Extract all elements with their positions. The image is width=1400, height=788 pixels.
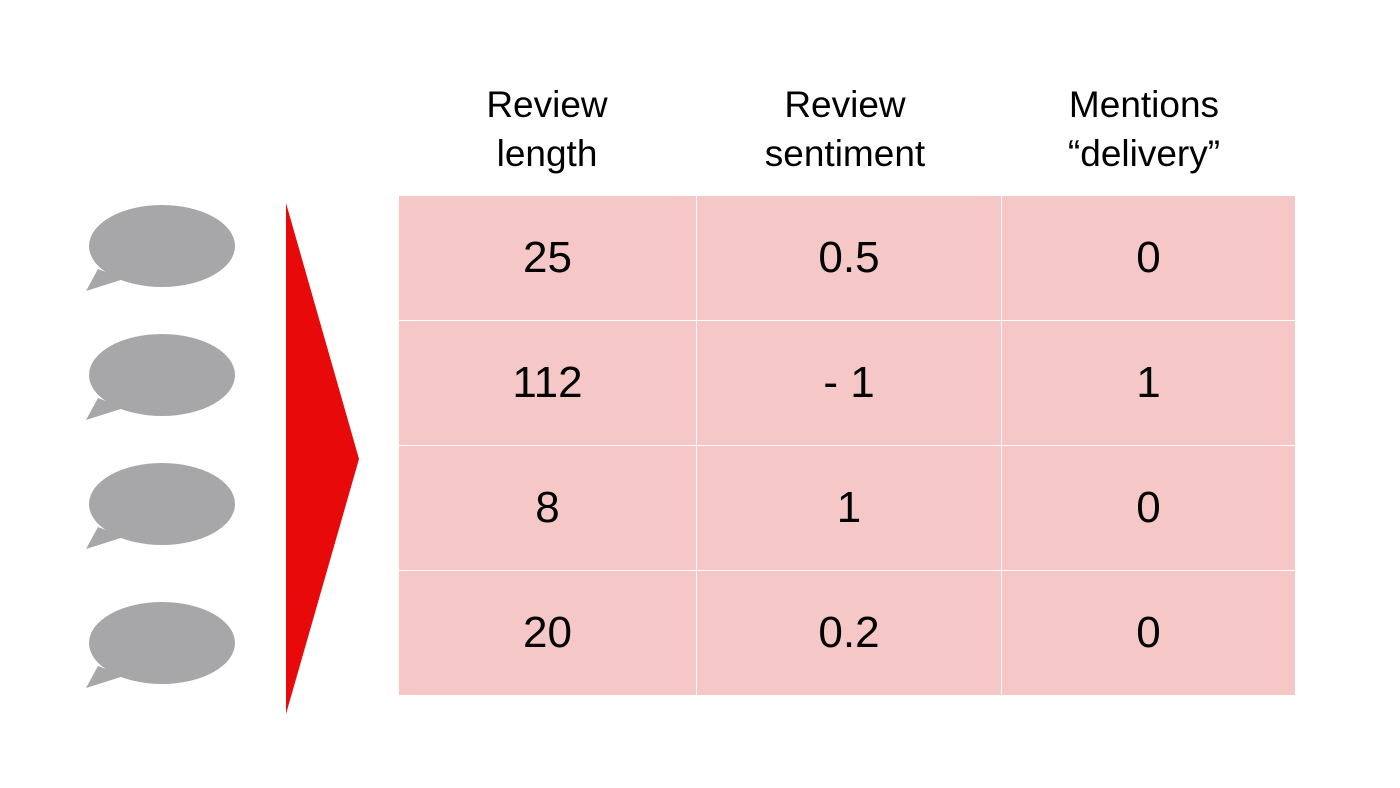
- table-cell: 25: [399, 196, 696, 320]
- header-line: Review: [486, 84, 608, 125]
- header-line: length: [496, 133, 598, 174]
- header-line: “delivery”: [1067, 133, 1221, 174]
- table-cell: 0.2: [697, 571, 1001, 695]
- table-cell: 0: [1002, 571, 1295, 695]
- table-row: 20 0.2 0: [399, 571, 1295, 696]
- table-cell: 0.5: [697, 196, 1001, 320]
- table-cell: 0: [1002, 446, 1295, 570]
- table-cell: 1: [697, 446, 1001, 570]
- table-cell: 112: [399, 321, 696, 445]
- speech-bubble-icon: [84, 332, 238, 424]
- column-header-review-length: Review length: [399, 80, 695, 178]
- column-header-review-sentiment: Review sentiment: [697, 80, 993, 178]
- column-header-mentions-delivery: Mentions “delivery”: [996, 80, 1292, 178]
- table-cell: - 1: [697, 321, 1001, 445]
- header-line: Mentions: [1068, 84, 1220, 125]
- feature-table: 25 0.5 0 112 - 1 1 8 1 0 20 0.2 0: [399, 196, 1295, 696]
- table-cell: 0: [1002, 196, 1295, 320]
- table-cell: 1: [1002, 321, 1295, 445]
- table-cell: 20: [399, 571, 696, 695]
- table-row: 8 1 0: [399, 446, 1295, 571]
- speech-bubble-icon: [84, 203, 238, 295]
- header-line: Review: [784, 84, 906, 125]
- table-cell: 8: [399, 446, 696, 570]
- speech-bubble-icon: [84, 600, 238, 692]
- speech-bubble-icon: [84, 461, 238, 553]
- table-row: 25 0.5 0: [399, 196, 1295, 321]
- table-row: 112 - 1 1: [399, 321, 1295, 446]
- header-line: sentiment: [764, 133, 926, 174]
